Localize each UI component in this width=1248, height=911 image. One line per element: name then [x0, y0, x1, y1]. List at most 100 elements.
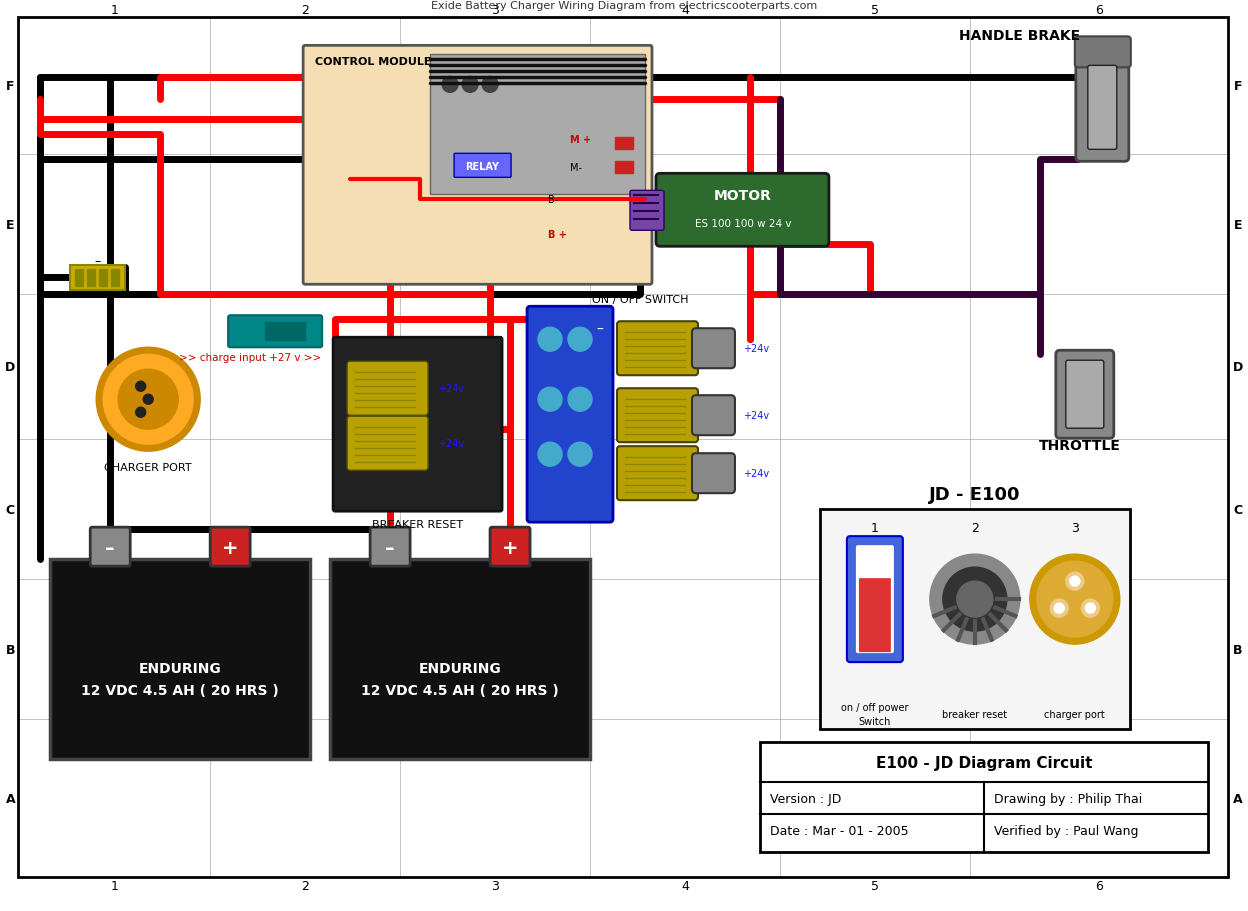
Text: ENDURING
12 VDC 4.5 AH ( 20 HRS ): ENDURING 12 VDC 4.5 AH ( 20 HRS ) [361, 661, 559, 698]
Text: MOTOR: MOTOR [714, 189, 771, 203]
Text: ON / OFF SWITCH: ON / OFF SWITCH [592, 295, 688, 305]
Text: 5: 5 [871, 878, 879, 892]
FancyBboxPatch shape [1066, 361, 1103, 429]
FancyBboxPatch shape [1088, 67, 1117, 150]
Text: D: D [1233, 361, 1243, 374]
Text: JD - E100: JD - E100 [929, 486, 1021, 504]
Circle shape [943, 568, 1007, 631]
Circle shape [119, 370, 178, 430]
FancyBboxPatch shape [490, 527, 530, 567]
Text: 2: 2 [301, 878, 310, 892]
Circle shape [538, 388, 562, 412]
Text: Version : JD: Version : JD [770, 792, 841, 804]
FancyBboxPatch shape [691, 395, 735, 435]
Bar [331, 559, 590, 759]
Text: on / off power
Switch: on / off power Switch [841, 702, 909, 726]
Text: B +: B + [548, 230, 567, 240]
Circle shape [1082, 599, 1099, 618]
Text: A: A [5, 792, 15, 804]
Text: 3: 3 [492, 4, 499, 17]
Text: 6: 6 [1094, 878, 1103, 892]
Circle shape [462, 77, 478, 93]
Text: >> charge input +27 v >>: >> charge input +27 v >> [178, 353, 321, 363]
Circle shape [538, 328, 562, 352]
FancyBboxPatch shape [630, 191, 664, 231]
FancyBboxPatch shape [617, 322, 698, 376]
Text: 4: 4 [681, 878, 689, 892]
Text: 2: 2 [301, 4, 310, 17]
FancyBboxPatch shape [333, 338, 502, 512]
Text: +24v: +24v [743, 343, 769, 353]
Bar [615, 138, 633, 150]
Bar [615, 162, 633, 174]
Text: +: + [502, 538, 518, 557]
Text: HANDLE BRAKE: HANDLE BRAKE [960, 29, 1081, 44]
Text: BREAKER RESET: BREAKER RESET [372, 519, 463, 529]
Text: C: C [1233, 503, 1242, 517]
Text: 2: 2 [971, 521, 978, 534]
Text: Verified by : Paul Wang: Verified by : Paul Wang [993, 824, 1138, 836]
Bar [87, 270, 95, 287]
Text: 4: 4 [681, 4, 689, 17]
Text: C: C [6, 503, 15, 517]
Text: E: E [1233, 219, 1242, 231]
FancyBboxPatch shape [1056, 351, 1113, 439]
Text: 6: 6 [1094, 4, 1103, 17]
Text: –: – [105, 538, 115, 557]
FancyBboxPatch shape [859, 578, 891, 652]
Bar [100, 270, 107, 287]
Bar [760, 742, 1208, 852]
Text: Drawing by : Philip Thai: Drawing by : Philip Thai [993, 792, 1142, 804]
FancyBboxPatch shape [371, 527, 411, 567]
Bar [70, 266, 125, 291]
Text: –: – [386, 538, 394, 557]
Circle shape [104, 355, 193, 445]
Circle shape [1066, 572, 1083, 590]
FancyBboxPatch shape [90, 527, 130, 567]
FancyBboxPatch shape [303, 46, 651, 285]
Text: breaker reset: breaker reset [942, 710, 1007, 720]
Bar [111, 270, 120, 287]
FancyBboxPatch shape [617, 446, 698, 501]
Text: ENDURING
12 VDC 4.5 AH ( 20 HRS ): ENDURING 12 VDC 4.5 AH ( 20 HRS ) [81, 661, 280, 698]
Text: E: E [6, 219, 15, 231]
Circle shape [1070, 577, 1080, 587]
FancyBboxPatch shape [617, 389, 698, 443]
Text: 3: 3 [492, 878, 499, 892]
Text: B-: B- [548, 195, 558, 205]
Text: 1: 1 [871, 521, 879, 534]
Circle shape [482, 77, 498, 93]
Bar [50, 559, 311, 759]
Text: +24v: +24v [743, 468, 769, 478]
Text: charger port: charger port [1045, 710, 1106, 720]
Circle shape [1037, 561, 1113, 638]
Text: THROTTLE: THROTTLE [1038, 439, 1121, 453]
Circle shape [1051, 599, 1068, 618]
FancyBboxPatch shape [656, 174, 829, 247]
Text: Date : Mar - 01 - 2005: Date : Mar - 01 - 2005 [770, 824, 909, 836]
Circle shape [1086, 603, 1096, 613]
Text: B: B [1233, 643, 1243, 656]
FancyBboxPatch shape [856, 546, 894, 653]
Text: 1: 1 [110, 4, 119, 17]
Circle shape [538, 443, 562, 466]
Bar [431, 56, 645, 195]
Text: M +: M + [570, 135, 592, 145]
Circle shape [568, 443, 592, 466]
Circle shape [1030, 555, 1119, 644]
Text: A: A [1233, 792, 1243, 804]
Text: –: – [94, 254, 100, 268]
Text: F: F [1233, 80, 1242, 93]
Circle shape [144, 394, 154, 404]
Text: ES 100 100 w 24 v: ES 100 100 w 24 v [695, 219, 791, 229]
FancyBboxPatch shape [454, 154, 510, 179]
Circle shape [568, 388, 592, 412]
Text: 3: 3 [1071, 521, 1078, 534]
Text: CONTROL MODULE: CONTROL MODULE [316, 57, 432, 67]
Text: +24v: +24v [438, 384, 464, 394]
FancyBboxPatch shape [210, 527, 250, 567]
FancyBboxPatch shape [228, 316, 322, 348]
FancyBboxPatch shape [527, 307, 613, 523]
Circle shape [136, 408, 146, 418]
Text: +24v: +24v [438, 439, 464, 449]
